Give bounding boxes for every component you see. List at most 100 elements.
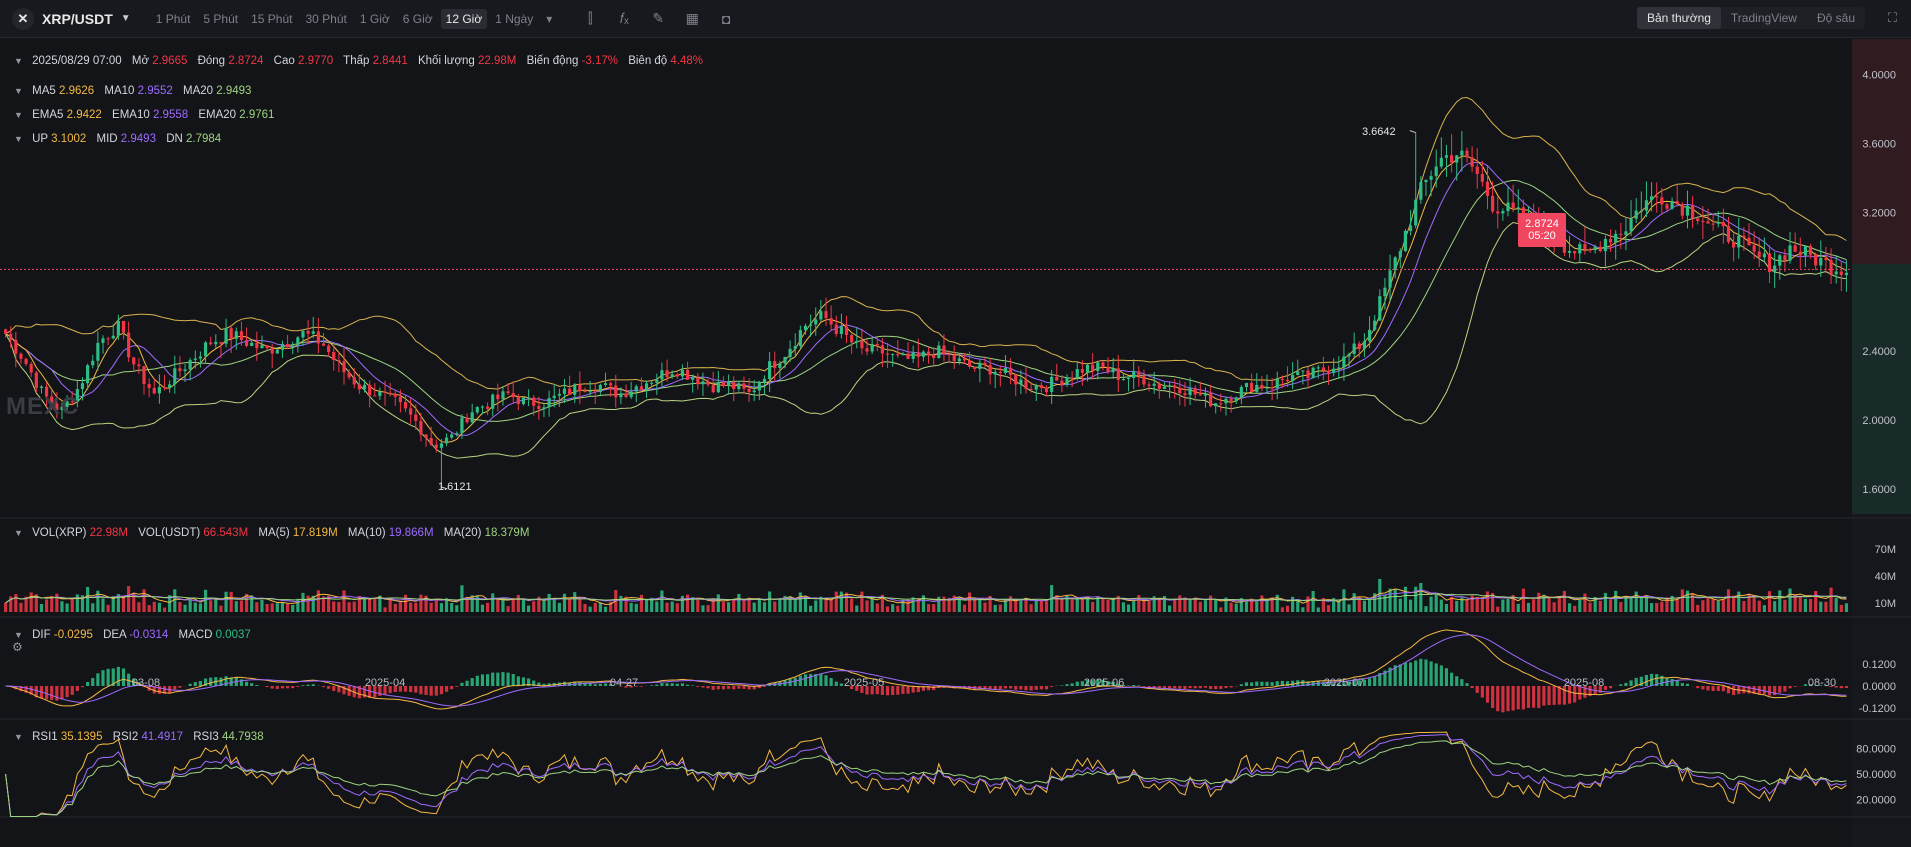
volume-bar — [916, 598, 920, 612]
macd-histogram-bar — [1244, 682, 1249, 686]
macd-histogram-bar — [357, 686, 361, 699]
candle-body — [793, 346, 797, 349]
candle-body — [1496, 211, 1500, 214]
macd-histogram-bar — [347, 686, 351, 696]
volume-bar — [1608, 599, 1613, 612]
interval-1d[interactable]: 1 Ngày — [495, 11, 534, 26]
volume-bar — [434, 599, 438, 612]
macd-histogram-bar — [819, 673, 823, 686]
candle-body — [1598, 246, 1602, 252]
collapse-chevron-icon[interactable]: ▼ — [14, 56, 23, 66]
candle-body — [711, 384, 715, 393]
draw-pencil-icon[interactable]: ✎ — [652, 10, 665, 26]
volume-bar — [1296, 599, 1300, 612]
vol-ma10-line — [5, 589, 1847, 604]
volume-bar — [1644, 595, 1649, 612]
collapse-chevron-icon[interactable]: ▼ — [14, 528, 23, 538]
candle-body — [1670, 201, 1674, 209]
camera-icon[interactable]: ◘ — [722, 10, 731, 27]
volume-bar — [829, 598, 833, 612]
volume-bar — [1767, 591, 1772, 612]
interval-30m[interactable]: 30 Phút — [305, 11, 347, 26]
volume-value: 22.98M — [478, 55, 517, 67]
macd-histogram-bar — [29, 686, 33, 695]
interval-more-chevron-icon[interactable]: ▾ — [546, 11, 553, 26]
candle-body — [193, 358, 197, 361]
macd-histogram-bar — [1203, 686, 1208, 688]
candle-body — [1655, 196, 1659, 198]
interval-1h[interactable]: 1 Giờ — [359, 11, 390, 26]
collapse-chevron-icon[interactable]: ▼ — [14, 630, 23, 640]
volume-bar — [573, 592, 577, 612]
collapse-chevron-icon[interactable]: ▼ — [14, 134, 23, 144]
interval-12h[interactable]: 12 Giờ — [440, 8, 488, 29]
candle-type-icon[interactable]: ⫿ — [588, 10, 593, 26]
candle-body — [501, 391, 505, 400]
volume-bar — [819, 596, 823, 612]
interval-1m[interactable]: 1 Phút — [155, 11, 191, 26]
macd-histogram-bar — [983, 686, 987, 689]
macd-histogram-bar — [716, 686, 720, 690]
volume-bar — [491, 593, 495, 612]
fullscreen-icon[interactable]: ⛶ — [1887, 10, 1897, 25]
vol-ma5-label: MA(5) — [258, 527, 290, 539]
volume-bar — [75, 594, 79, 612]
macd-histogram-bar — [203, 678, 208, 686]
macd-histogram-bar — [655, 684, 659, 686]
candle-body — [542, 407, 546, 409]
tab-tradingview[interactable]: TradingView — [1730, 11, 1797, 25]
chart-settings-icon[interactable]: ⚙ — [12, 640, 23, 654]
macd-histogram-bar — [1121, 684, 1126, 686]
volume-bar — [1803, 598, 1808, 612]
volume-bar — [250, 595, 254, 612]
volume-bar — [29, 592, 33, 612]
volume-bar — [685, 594, 690, 612]
candle-body — [829, 318, 833, 325]
candle-body — [1393, 257, 1397, 271]
macd-histogram-bar — [665, 683, 669, 686]
ema5-label: EMA5 — [32, 109, 64, 121]
volume-bar — [1121, 602, 1126, 612]
volume-bar — [926, 604, 931, 612]
volume-bar — [885, 606, 890, 612]
macd-histogram-bar — [475, 675, 479, 686]
macd-histogram-bar — [1162, 686, 1167, 689]
macd-histogram-bar — [34, 686, 38, 698]
macd-histogram-bar — [957, 686, 961, 689]
volume-bar — [993, 604, 997, 612]
candle-body — [947, 354, 951, 356]
volume-bar — [783, 595, 787, 612]
interval-15m[interactable]: 15 Phút — [251, 11, 293, 26]
macd-histogram-bar — [885, 686, 890, 696]
candle-body — [1516, 207, 1520, 209]
macd-histogram-bar — [244, 681, 249, 686]
interval-5m[interactable]: 5 Phút — [203, 11, 239, 26]
indicator-fx-icon[interactable]: 𝑓ₓ — [619, 10, 629, 26]
macd-histogram-bar — [121, 668, 126, 686]
candle-body — [1024, 379, 1028, 389]
candle-body — [1439, 157, 1443, 167]
volume-bar — [280, 601, 285, 612]
tab-basic[interactable]: Bản thường — [1636, 7, 1721, 29]
candle-body — [583, 390, 587, 392]
macd-histogram-bar — [921, 686, 926, 691]
symbol-selector[interactable]: ✕ XRP/USDT ▼ — [12, 7, 131, 30]
macd-histogram-bar — [1542, 686, 1546, 706]
macd-histogram-bar — [1608, 686, 1613, 689]
layout-grid-icon[interactable]: ▦ — [685, 10, 699, 26]
interval-6h[interactable]: 6 Giờ — [402, 11, 433, 26]
macd-histogram-bar — [24, 686, 28, 693]
tab-depth[interactable]: Độ sâu — [1816, 11, 1855, 25]
volume-bar — [1193, 599, 1197, 612]
collapse-chevron-icon[interactable]: ▼ — [14, 110, 23, 120]
time-axis-label: 04-27 — [609, 677, 639, 689]
macd-histogram-bar — [1660, 675, 1664, 686]
collapse-chevron-icon[interactable]: ▼ — [14, 86, 23, 96]
volume-bar — [86, 586, 90, 612]
macd-histogram-bar — [1516, 686, 1520, 710]
macd-histogram-bar — [480, 674, 485, 686]
macd-histogram-bar — [1680, 683, 1684, 686]
collapse-chevron-icon[interactable]: ▼ — [14, 732, 23, 742]
candle-body — [203, 342, 208, 357]
